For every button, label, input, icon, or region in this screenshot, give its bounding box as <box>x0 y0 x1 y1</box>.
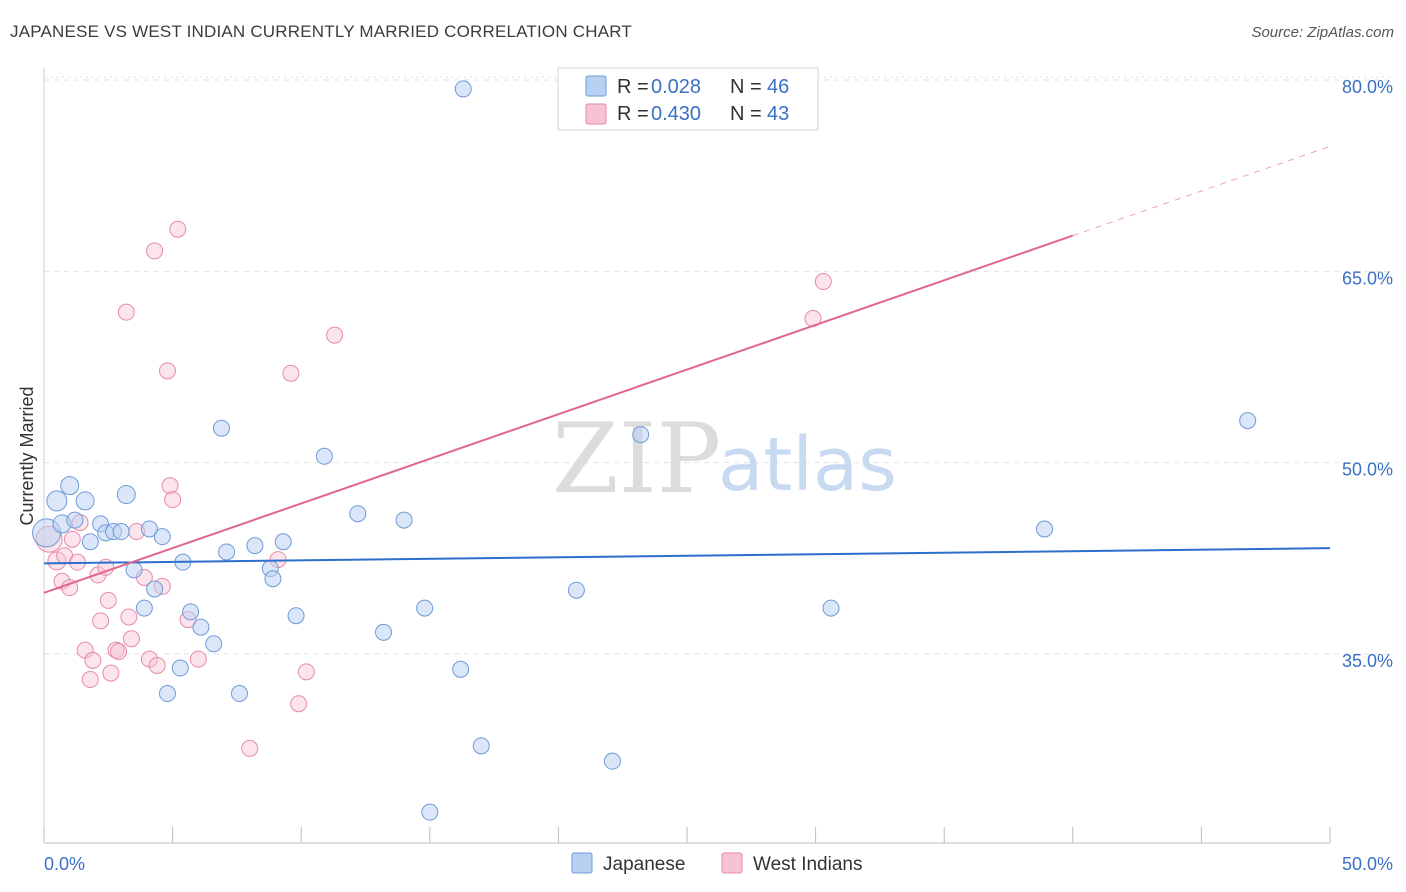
japanese-point <box>349 505 367 523</box>
west-indians-point <box>814 273 832 291</box>
legend-r-label-japanese: R = <box>617 76 649 98</box>
japanese-point <box>632 426 650 444</box>
bottom-legend-label-west-indians: West Indians <box>753 854 862 875</box>
bottom-legend: Japanese West Indians <box>571 852 862 875</box>
west-indians-point <box>189 650 207 668</box>
japanese-point <box>472 737 490 755</box>
legend-r-value-japanese: 0.028 <box>651 76 701 98</box>
japanese-point <box>182 603 200 621</box>
west-indians-point <box>161 477 179 495</box>
west-indians-point <box>169 220 187 238</box>
west-indians-point <box>297 663 315 681</box>
japanese-points <box>32 80 1257 821</box>
japanese-point <box>416 599 434 617</box>
japanese-point <box>171 659 189 677</box>
y-tick-label: 65.0% <box>1342 268 1393 288</box>
west-indians-point <box>99 591 117 609</box>
chart-title: JAPANESE VS WEST INDIAN CURRENTLY MARRIE… <box>10 22 633 41</box>
japanese-point <box>274 533 292 551</box>
japanese-point <box>60 476 80 496</box>
japanese-point <box>116 485 136 505</box>
japanese-point <box>264 570 282 588</box>
west-indians-point <box>146 242 164 260</box>
x-tick-label-max: 50.0% <box>1342 854 1393 874</box>
bottom-legend-label-japanese: Japanese <box>603 854 685 875</box>
japanese-point <box>822 599 840 617</box>
legend: R = 0.028 N = 46 R = 0.430 N = 43 <box>557 67 819 131</box>
y-axis-title: Currently Married <box>17 386 37 525</box>
x-tick-label-min: 0.0% <box>44 854 85 874</box>
legend-n-label-west-indians: N = <box>730 103 762 125</box>
west-indians-point <box>282 364 300 382</box>
legend-r-value-west-indians: 0.430 <box>651 103 701 125</box>
west-indians-point <box>326 326 344 344</box>
west-indians-trend-line <box>43 234 1074 594</box>
japanese-point <box>135 599 153 617</box>
west-indians-point <box>164 491 182 509</box>
japanese-point <box>158 685 176 703</box>
japanese-point <box>46 490 68 512</box>
west-indians-point <box>63 530 81 548</box>
legend-n-value-west-indians: 43 <box>767 103 789 125</box>
watermark-zip: ZIP <box>552 403 721 515</box>
trend-lines <box>43 145 1331 594</box>
japanese-point <box>75 491 95 511</box>
west-indians-point <box>241 739 259 757</box>
legend-swatch-japanese <box>585 75 607 97</box>
legend-n-value-japanese: 46 <box>767 76 789 98</box>
japanese-point <box>112 523 130 541</box>
japanese-point <box>153 528 171 546</box>
bottom-legend-swatch-japanese <box>571 852 593 874</box>
japanese-point <box>395 511 413 529</box>
japanese-point <box>287 607 305 625</box>
y-tick-label: 35.0% <box>1342 651 1393 671</box>
watermark-atlas: atlas <box>718 422 897 508</box>
japanese-point <box>375 623 393 641</box>
japanese-point <box>421 803 439 821</box>
japanese-point <box>81 533 99 551</box>
japanese-point <box>567 581 585 599</box>
west-indians-point <box>92 612 110 630</box>
west-indians-point <box>120 608 138 626</box>
japanese-point <box>1036 520 1054 538</box>
legend-n-label-japanese: N = <box>730 76 762 98</box>
west-indians-point <box>290 695 308 713</box>
japanese-trend-line <box>43 547 1331 565</box>
japanese-point <box>315 447 333 465</box>
japanese-point <box>218 543 236 561</box>
japanese-point <box>246 537 264 555</box>
source-label: Source: ZipAtlas.com <box>1251 24 1394 41</box>
japanese-point <box>205 635 223 653</box>
japanese-point <box>454 80 472 98</box>
japanese-point <box>603 752 621 770</box>
west-indians-point <box>158 362 176 380</box>
legend-swatch-west-indians <box>585 103 607 125</box>
west-indians-point <box>84 651 102 669</box>
watermark: ZIP atlas <box>552 403 897 515</box>
japanese-point <box>66 511 84 529</box>
west-indians-point <box>102 664 120 682</box>
west-indians-point <box>122 630 140 648</box>
axes <box>43 68 1331 844</box>
japanese-point <box>452 660 470 678</box>
west-indians-point <box>110 642 128 660</box>
west-indians-point <box>81 671 99 689</box>
japanese-point <box>146 580 164 598</box>
west-indians-point <box>117 303 135 321</box>
y-tick-label: 50.0% <box>1342 460 1393 480</box>
y-tick-labels: 35.0% 50.0% 65.0% 80.0% <box>1342 77 1393 671</box>
japanese-point <box>212 419 230 437</box>
legend-r-label-west-indians: R = <box>617 103 649 125</box>
japanese-point <box>192 618 210 636</box>
west-indians-point <box>47 551 67 571</box>
west-indians-trend-extension <box>1072 145 1331 237</box>
y-tick-label: 80.0% <box>1342 77 1393 97</box>
japanese-point <box>1239 412 1257 430</box>
japanese-point <box>230 685 248 703</box>
japanese-point <box>140 520 158 538</box>
grid-lines <box>44 76 1393 655</box>
west-indians-point <box>148 656 166 674</box>
bottom-legend-swatch-west-indians <box>721 852 743 874</box>
